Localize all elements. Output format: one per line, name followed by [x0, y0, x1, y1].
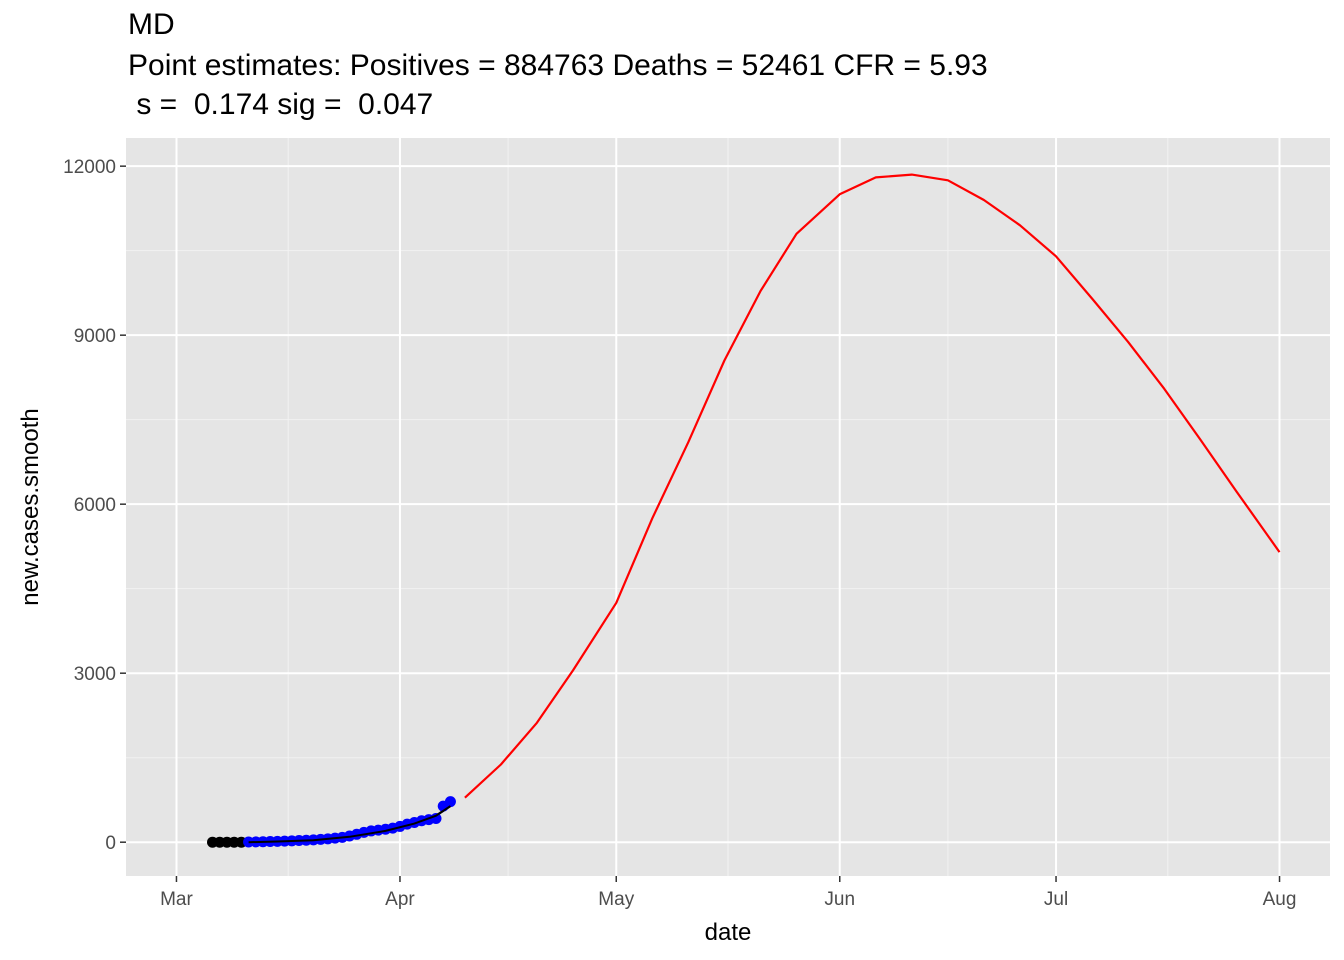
series-layer — [207, 173, 1281, 848]
chart-title: MD — [128, 8, 175, 41]
y-axis-label: new.cases.smooth — [17, 408, 44, 605]
x-tick-label: Jun — [824, 889, 855, 910]
x-axis-label: date — [705, 919, 752, 946]
smoothed-line-overlay — [248, 805, 451, 844]
y-tick-label: 0 — [105, 833, 116, 854]
x-axis: Mar Apr May Jun Jul Aug — [160, 876, 1296, 910]
x-tick-label: Mar — [160, 889, 193, 910]
x-tick-label: Aug — [1263, 889, 1297, 910]
x-tick-label: May — [598, 889, 634, 910]
chart-subtitle-params: s = 0.174 sig = 0.047 — [128, 88, 434, 121]
y-tick-label: 6000 — [74, 495, 116, 516]
y-tick-label: 9000 — [74, 326, 116, 347]
data-point-blue — [444, 796, 456, 808]
chart-subtitle: Point estimates: Positives = 884763 Deat… — [128, 49, 988, 82]
minor-gridlines — [126, 138, 1330, 876]
y-tick-label: 12000 — [63, 157, 116, 178]
x-tick-label: Apr — [385, 889, 415, 910]
model-fit-line — [464, 173, 1281, 799]
x-tick-label: Jul — [1044, 889, 1068, 910]
y-axis: 0 3000 6000 9000 12000 — [63, 157, 126, 854]
y-tick-label: 3000 — [74, 664, 116, 685]
